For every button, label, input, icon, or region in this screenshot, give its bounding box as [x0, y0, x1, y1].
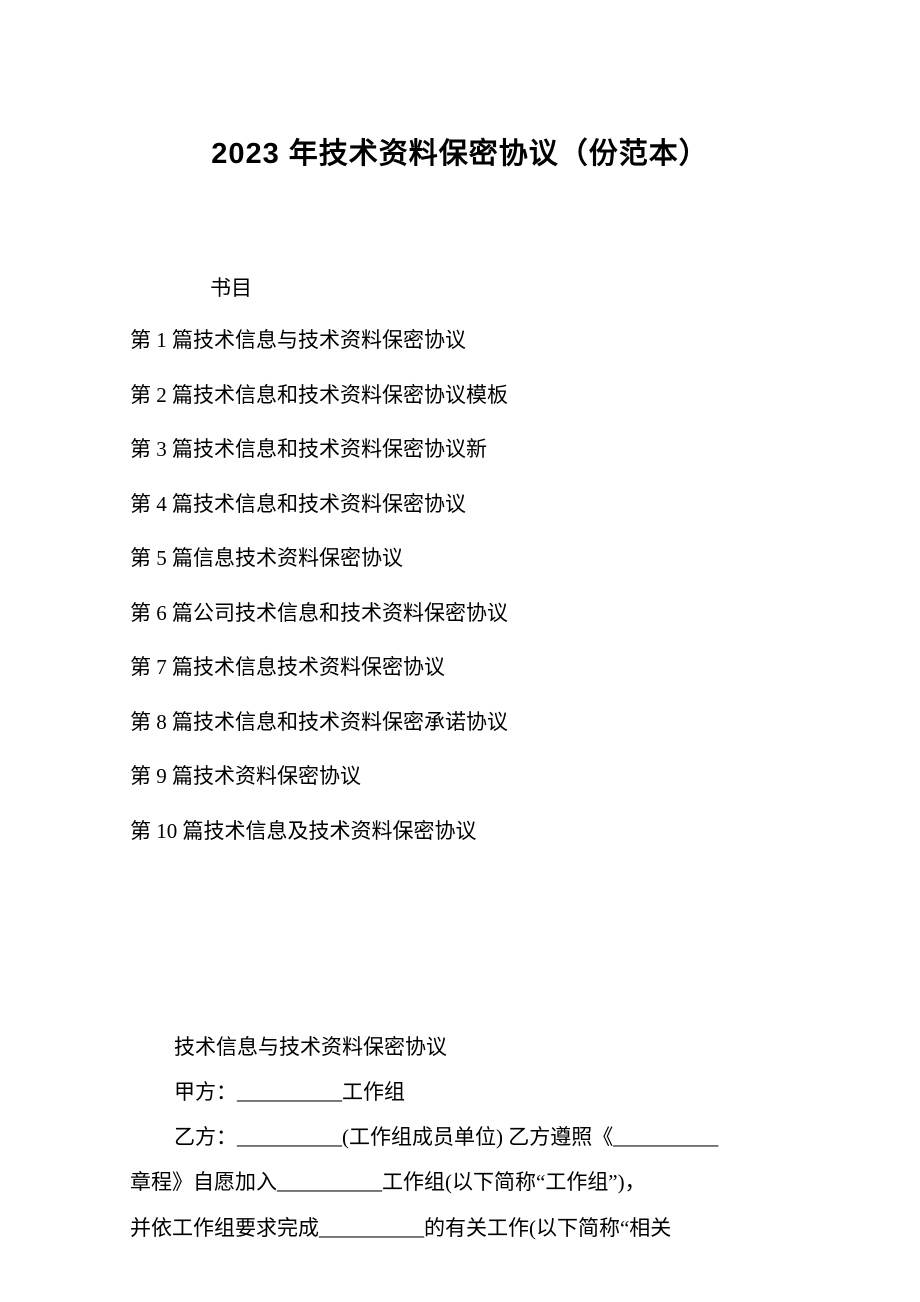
body-text: 章程》自愿加入__________工作组(以下简称“工作组”)， [130, 1160, 790, 1205]
toc-item: 第 1 篇技术信息与技术资料保密协议 [130, 325, 790, 357]
document-title: 2023 年技术资料保密协议（份范本） [130, 130, 790, 172]
toc-item: 第 6 篇公司技术信息和技术资料保密协议 [130, 598, 790, 630]
party-a-line: 甲方：__________工作组 [130, 1070, 790, 1115]
body-subtitle: 技术信息与技术资料保密协议 [130, 1025, 790, 1070]
toc-item: 第 3 篇技术信息和技术资料保密协议新 [130, 434, 790, 466]
toc-item: 第 10 篇技术信息及技术资料保密协议 [130, 816, 790, 848]
toc-item: 第 9 篇技术资料保密协议 [130, 761, 790, 793]
toc-item: 第 4 篇技术信息和技术资料保密协议 [130, 489, 790, 521]
toc-item: 第 2 篇技术信息和技术资料保密协议模板 [130, 380, 790, 412]
toc-header: 书目 [210, 272, 790, 302]
spacer [130, 870, 790, 1025]
toc-item: 第 8 篇技术信息和技术资料保密承诺协议 [130, 707, 790, 739]
toc-item: 第 7 篇技术信息技术资料保密协议 [130, 652, 790, 684]
toc-item: 第 5 篇信息技术资料保密协议 [130, 543, 790, 575]
party-b-line: 乙方：__________(工作组成员单位) 乙方遵照《__________ [130, 1115, 790, 1160]
body-text: 并依工作组要求完成__________的有关工作(以下简称“相关 [130, 1206, 790, 1251]
